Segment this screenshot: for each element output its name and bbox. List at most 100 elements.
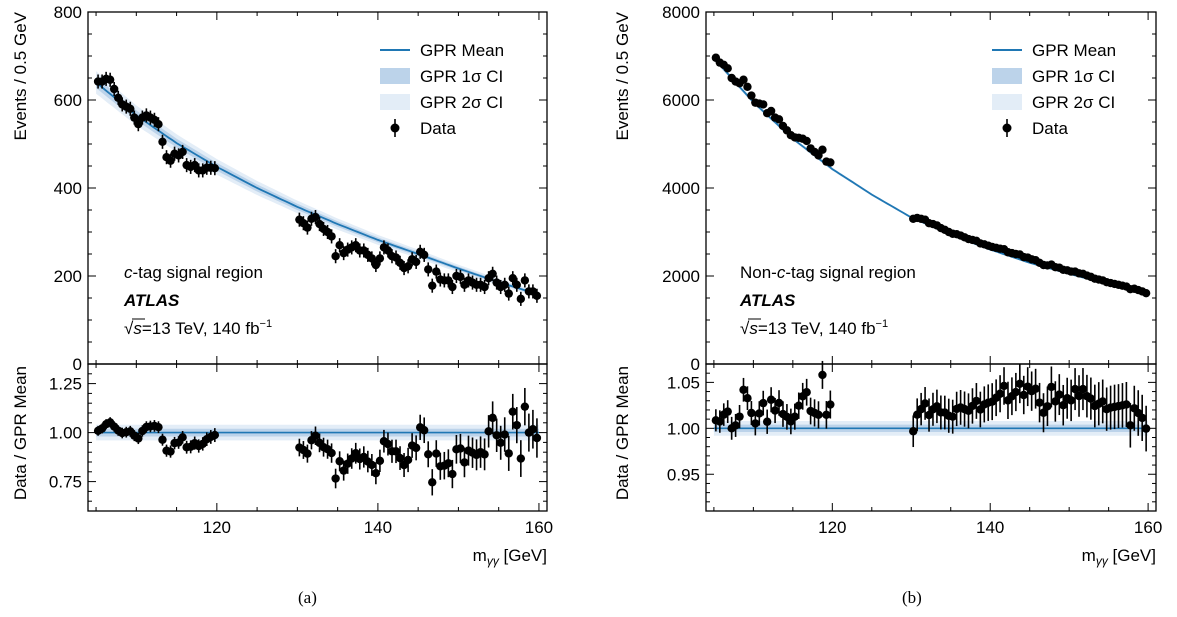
- data-point: [210, 161, 220, 176]
- data-marker: [327, 232, 336, 241]
- ratio-marker: [1137, 413, 1147, 423]
- top-axes-frame: [87, 11, 548, 365]
- ratio-marker: [335, 457, 344, 466]
- ratio-point: [916, 392, 926, 426]
- data-point: [367, 251, 377, 266]
- data-marker: [747, 91, 756, 100]
- ratio-marker: [1070, 384, 1080, 394]
- ratio-marker: [1078, 384, 1088, 394]
- ratio-marker: [1055, 390, 1064, 399]
- ratio-marker: [735, 412, 744, 421]
- data-point: [444, 273, 453, 288]
- data-point: [109, 81, 119, 97]
- ratio-point: [371, 462, 381, 485]
- data-marker: [109, 84, 119, 94]
- ratio-marker: [1035, 398, 1044, 407]
- ratio-marker: [755, 409, 764, 418]
- data-point: [512, 277, 522, 292]
- x-tick-label: 120: [203, 518, 231, 537]
- y-axis-label-top: Events / 0.5 GeV: [613, 11, 632, 140]
- top-axes-frame: [705, 11, 1157, 365]
- ratio-point: [492, 418, 501, 452]
- ratio-marker: [1051, 397, 1060, 406]
- ratio-marker: [371, 469, 381, 478]
- ratio-marker: [743, 393, 752, 403]
- data-point: [516, 291, 526, 306]
- data-marker: [210, 164, 220, 173]
- experiment-label: ATLAS: [123, 291, 180, 310]
- ratio-point: [528, 409, 538, 449]
- legend-label: Data: [1032, 119, 1068, 138]
- ratio-point: [1059, 384, 1068, 426]
- ratio-marker: [331, 474, 340, 483]
- ratio-point: [411, 435, 421, 461]
- ratio-point: [1043, 386, 1052, 427]
- data-marker: [818, 145, 827, 154]
- ratio-marker: [1098, 397, 1107, 406]
- data-point: [826, 158, 835, 167]
- ratio-marker: [1141, 424, 1151, 433]
- ratio-point: [331, 468, 340, 489]
- data-point: [375, 251, 385, 266]
- data-marker: [532, 291, 542, 300]
- sqrt-s: √s: [740, 319, 758, 338]
- region-label-prefix: Non-: [740, 263, 777, 282]
- data-marker: [105, 75, 115, 84]
- data-point: [113, 90, 123, 105]
- ratio-marker: [909, 427, 918, 436]
- ratio-marker: [500, 430, 509, 439]
- data-marker: [520, 276, 530, 285]
- ratio-point: [424, 441, 433, 468]
- legend-swatch-1sigma: [380, 68, 410, 84]
- data-point: [759, 100, 768, 109]
- ratio-marker: [1059, 401, 1068, 410]
- ratio-marker: [532, 433, 542, 443]
- ratio-marker: [508, 407, 517, 416]
- data-point: [504, 286, 513, 301]
- ratio-marker: [932, 402, 942, 411]
- ratio-point: [520, 387, 530, 426]
- data-marker: [504, 289, 513, 298]
- ratio-marker: [802, 388, 811, 397]
- y-tick-label: 600: [54, 91, 82, 110]
- ratio-point: [1078, 368, 1088, 411]
- data-point: [403, 259, 413, 274]
- ratio-marker: [480, 450, 489, 459]
- panel-caption-a: (a): [298, 588, 317, 607]
- ratio-marker: [512, 420, 522, 430]
- ratio-point: [500, 417, 509, 452]
- data-marker: [303, 223, 312, 232]
- data-point: [818, 145, 827, 154]
- data-marker: [774, 115, 784, 124]
- ratio-marker: [303, 449, 312, 458]
- ratio-point: [826, 390, 835, 419]
- annotations: c-tag signal region ATLAS √s=13 TeV, 140 f…: [123, 263, 272, 338]
- x-axis-label-symbol: m: [1082, 546, 1096, 565]
- region-label-italic: c: [777, 263, 786, 282]
- data-point: [126, 101, 135, 116]
- data-point: [802, 136, 811, 146]
- ratio-point: [516, 440, 526, 477]
- ratio-point: [1141, 405, 1151, 452]
- ratio-point: [134, 432, 143, 445]
- ratio-point: [814, 401, 823, 429]
- x-tick-label: 140: [364, 518, 392, 537]
- data-marker: [113, 93, 123, 103]
- sqrt-s: √s: [124, 319, 142, 338]
- data-marker: [456, 272, 465, 282]
- ratio-point: [766, 387, 776, 413]
- ratio-point: [1126, 403, 1135, 448]
- data-point: [747, 91, 756, 100]
- ratio-point: [432, 440, 441, 467]
- ratio-marker: [484, 427, 493, 436]
- ratio-point: [166, 445, 175, 458]
- data-point: [134, 117, 143, 132]
- legend: GPR Mean GPR 1σ CI GPR 2σ CI Data: [380, 41, 504, 138]
- ratio-marker: [999, 381, 1009, 391]
- data-marker: [743, 82, 752, 92]
- ratio-marker: [1039, 408, 1048, 417]
- y-tick-label: 4000: [662, 179, 700, 198]
- ratio-marker: [972, 396, 981, 406]
- data-marker: [508, 274, 517, 283]
- ratio-point: [909, 415, 918, 448]
